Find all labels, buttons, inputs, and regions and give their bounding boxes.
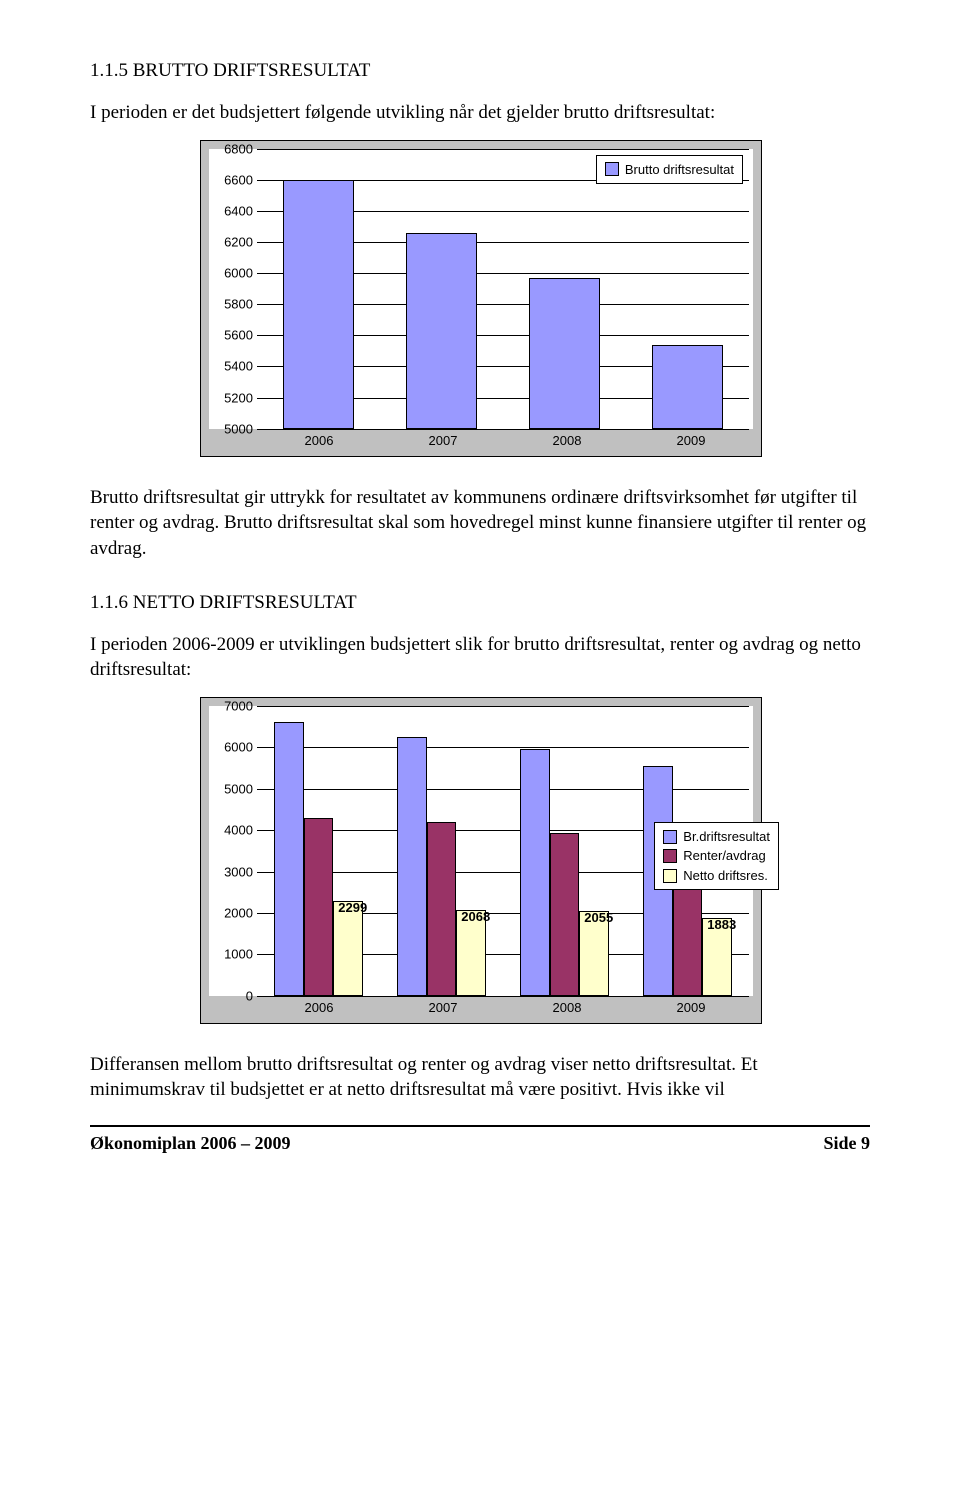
chart-2-bar: 2055 <box>579 911 609 996</box>
section-2-heading: 1.1.6 NETTO DRIFTSRESULTAT <box>90 592 870 614</box>
chart-1-xlabel: 2009 <box>629 433 753 448</box>
chart-1-bar <box>406 233 477 429</box>
section-1-heading: 1.1.5 BRUTTO DRIFTSRESULTAT <box>90 60 870 82</box>
chart-2-bar: 1883 <box>702 918 732 996</box>
chart-1-ytick: 5600 <box>209 328 253 343</box>
footer-row: Økonomiplan 2006 – 2009 Side 9 <box>90 1133 870 1154</box>
chart-2-value-label: 2299 <box>338 900 367 915</box>
chart-2-container: 01000200030004000500060007000 2299206820… <box>200 697 870 1024</box>
chart-2-xlabel: 2008 <box>505 1000 629 1015</box>
chart-1-ytick: 6000 <box>209 266 253 281</box>
chart-2-value-label: 2055 <box>584 910 613 925</box>
chart-2-ytick: 1000 <box>209 947 253 962</box>
footer-divider <box>90 1125 870 1127</box>
chart-1-xlabel: 2007 <box>381 433 505 448</box>
chart-1-xlabel: 2006 <box>257 433 381 448</box>
footer-right: Side 9 <box>823 1133 870 1154</box>
legend-label: Netto driftsres. <box>683 866 768 886</box>
chart-2-ytick: 7000 <box>209 698 253 713</box>
chart-1-ytick: 5000 <box>209 421 253 436</box>
section-1-intro: I perioden er det budsjettert følgende u… <box>90 100 870 126</box>
chart-2-xlabel: 2006 <box>257 1000 381 1015</box>
chart-1-container: 5000 5200 5400 5600 5800 6000 6200 6400 6600 6800… <box>200 140 870 457</box>
chart-2-xlabel: 2007 <box>381 1000 505 1015</box>
chart-2-value-label: 1883 <box>707 917 736 932</box>
chart-1-ytick: 5200 <box>209 390 253 405</box>
chart-1-xlabel: 2008 <box>505 433 629 448</box>
chart-1-ytick: 5800 <box>209 297 253 312</box>
chart-2-ytick: 5000 <box>209 781 253 796</box>
chart-1-ytick: 6800 <box>209 141 253 156</box>
chart-1-bar <box>652 345 723 429</box>
chart-2-bar <box>397 737 427 996</box>
chart-2-bar: 2299 <box>333 901 363 996</box>
section-2-intro: I perioden 2006-2009 er utviklingen buds… <box>90 632 870 683</box>
chart-1-plot: 5000520054005600580060006200640066006800 <box>209 149 753 429</box>
chart-2-bar <box>520 749 550 996</box>
legend-label: Br.driftsresultat <box>683 827 770 847</box>
chart-2-bar <box>304 818 334 996</box>
chart-1-bar <box>529 278 600 429</box>
chart-2-value-label: 2068 <box>461 909 490 924</box>
chart-2-ytick: 3000 <box>209 864 253 879</box>
chart-2-ytick: 0 <box>209 988 253 1003</box>
chart-2-bar <box>427 822 457 996</box>
chart-1-gridline <box>257 429 749 430</box>
chart-2: 01000200030004000500060007000 2299206820… <box>200 697 762 1024</box>
chart-2-bar: 2068 <box>456 910 486 996</box>
chart-2-xlabels: 2006200720082009 <box>257 1000 753 1015</box>
footer-left: Økonomiplan 2006 – 2009 <box>90 1133 291 1154</box>
chart-1-ytick: 6200 <box>209 234 253 249</box>
chart-2-ytick: 4000 <box>209 823 253 838</box>
chart-2-ytick: 6000 <box>209 740 253 755</box>
chart-2-xlabel: 2009 <box>629 1000 753 1015</box>
chart-1-xlabels: 2006200720082009 <box>257 433 753 448</box>
chart-1-bar <box>283 180 354 429</box>
legend-swatch <box>663 830 677 844</box>
legend-swatch <box>663 869 677 883</box>
chart-1-yticks: 5000520054005600580060006200640066006800 <box>209 149 253 429</box>
chart-2-bar <box>274 722 304 995</box>
chart-1-ytick: 6600 <box>209 172 253 187</box>
chart-1-ytick: 5400 <box>209 359 253 374</box>
paragraph-1: Brutto driftsresultat gir uttrykk for re… <box>90 485 870 562</box>
legend-swatch <box>663 849 677 863</box>
chart-2-yticks: 01000200030004000500060007000 <box>209 706 253 996</box>
legend-swatch <box>605 162 619 176</box>
chart-2-gridline <box>257 996 749 997</box>
chart-2-legend: Br.driftsresultatRenter/avdragNetto drif… <box>654 822 779 891</box>
chart-1-ytick: 6400 <box>209 203 253 218</box>
chart-1-legend: Brutto driftsresultat <box>596 155 743 185</box>
chart-2-ytick: 2000 <box>209 905 253 920</box>
chart-2-bar <box>550 833 580 996</box>
legend-label: Renter/avdrag <box>683 846 765 866</box>
legend-label: Brutto driftsresultat <box>625 160 734 180</box>
chart-1: 5000 5200 5400 5600 5800 6000 6200 6400 6600 6800… <box>200 140 762 457</box>
chart-1-bars <box>257 149 749 429</box>
paragraph-2: Differansen mellom brutto driftsresultat… <box>90 1052 870 1103</box>
